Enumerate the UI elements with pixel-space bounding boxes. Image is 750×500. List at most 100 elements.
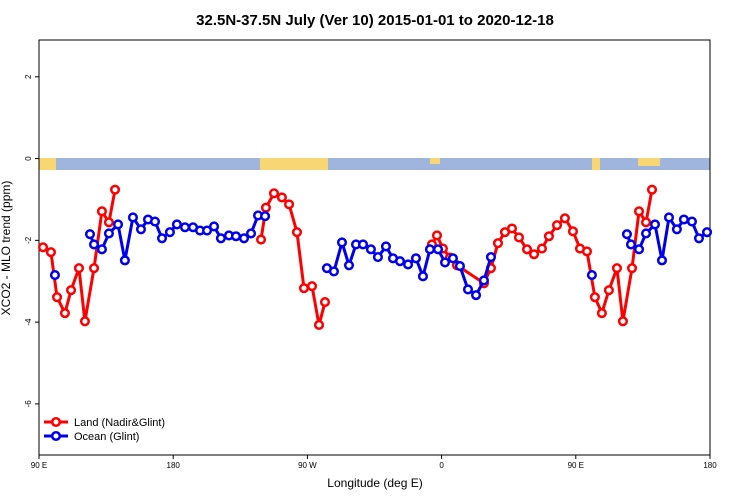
data-point	[646, 184, 658, 195]
data-point	[589, 292, 600, 303]
data-point	[245, 228, 257, 239]
data-point	[88, 239, 100, 250]
legend-label: Land (Nadir&Glint)	[74, 417, 165, 429]
surface-strip	[39, 158, 710, 170]
x-tick-label: 0	[439, 461, 444, 470]
data-point	[521, 244, 533, 255]
data-point	[462, 284, 474, 295]
data-point	[603, 285, 614, 296]
data-point	[431, 230, 443, 241]
y-tick-label: 2	[24, 74, 33, 79]
data-point	[485, 252, 497, 263]
data-point	[135, 224, 147, 235]
data-point	[103, 217, 114, 228]
data-point	[284, 199, 295, 210]
data-point	[238, 233, 250, 244]
data-point	[51, 292, 63, 303]
data-point	[678, 214, 689, 225]
data-point	[663, 212, 675, 223]
data-point	[626, 263, 638, 274]
ocean-strip	[39, 158, 710, 170]
data-point	[306, 281, 318, 292]
data-point	[506, 223, 518, 234]
data-point	[179, 222, 191, 233]
land-strip	[430, 158, 440, 164]
land-strip	[39, 158, 56, 170]
data-point	[424, 244, 436, 255]
x-tick-label: 90 E	[568, 461, 584, 470]
data-point	[649, 219, 661, 230]
data-point	[478, 275, 489, 286]
data-point	[559, 213, 570, 224]
data-point	[617, 316, 628, 327]
data-point	[536, 243, 548, 254]
land-strip	[638, 158, 660, 166]
data-point	[313, 319, 325, 331]
x-tick-label: 180	[703, 461, 717, 470]
data-point	[357, 239, 369, 250]
data-point	[276, 192, 287, 203]
land-strip	[592, 158, 600, 170]
legend-marker	[50, 430, 62, 442]
y-tick-label: -2	[24, 236, 33, 244]
data-point	[88, 263, 100, 274]
data-point	[66, 285, 77, 296]
data-point	[686, 216, 698, 227]
data-point	[260, 202, 271, 213]
data-point	[255, 234, 267, 245]
data-point	[96, 206, 107, 217]
data-point	[625, 239, 637, 250]
data-point	[551, 220, 563, 231]
data-point	[328, 266, 339, 277]
data-point	[656, 255, 668, 266]
legend-label: Ocean (Glint)	[74, 431, 139, 443]
data-point	[230, 231, 242, 242]
data-point	[45, 247, 56, 258]
data-point	[633, 206, 645, 217]
data-point	[567, 226, 579, 237]
data-point	[454, 261, 465, 272]
data-point	[543, 231, 555, 242]
data-point	[394, 256, 406, 267]
data-point	[403, 259, 414, 270]
data-point	[201, 225, 213, 236]
data-point	[586, 270, 597, 281]
data-point	[372, 252, 383, 263]
data-point	[149, 216, 161, 227]
data-point	[343, 260, 355, 271]
data-point	[701, 227, 713, 238]
y-tick-label: -4	[24, 318, 33, 326]
data-point	[109, 184, 121, 195]
data-point	[37, 242, 49, 253]
x-axis-title: Longitude (deg E)	[327, 476, 422, 490]
data-point	[79, 316, 90, 327]
data-point	[640, 228, 652, 239]
data-point	[73, 263, 85, 274]
data-point	[156, 233, 168, 244]
data-point	[84, 229, 96, 240]
data-point	[96, 244, 107, 255]
data-point	[432, 244, 444, 255]
data-point	[119, 255, 130, 266]
data-point	[291, 227, 303, 238]
data-point	[671, 224, 682, 235]
data-point	[470, 290, 482, 301]
y-axis-title: XCO2 - MLO trend (ppm)	[0, 181, 13, 316]
data-point	[447, 253, 458, 264]
data-point	[209, 221, 220, 232]
data-point	[127, 212, 138, 223]
x-tick-label: 180	[167, 461, 181, 470]
data-point	[410, 253, 422, 264]
data-point	[298, 283, 310, 294]
data-point	[417, 271, 429, 282]
data-point	[596, 308, 607, 319]
data-point	[492, 238, 504, 249]
data-point	[164, 227, 175, 238]
data-point	[112, 219, 124, 230]
legend-marker	[50, 416, 62, 428]
data-point	[380, 241, 392, 252]
y-tick-label: -6	[24, 400, 33, 408]
chart-title: 32.5N-37.5N July (Ver 10) 2015-01-01 to …	[196, 12, 554, 29]
data-point	[513, 232, 525, 243]
